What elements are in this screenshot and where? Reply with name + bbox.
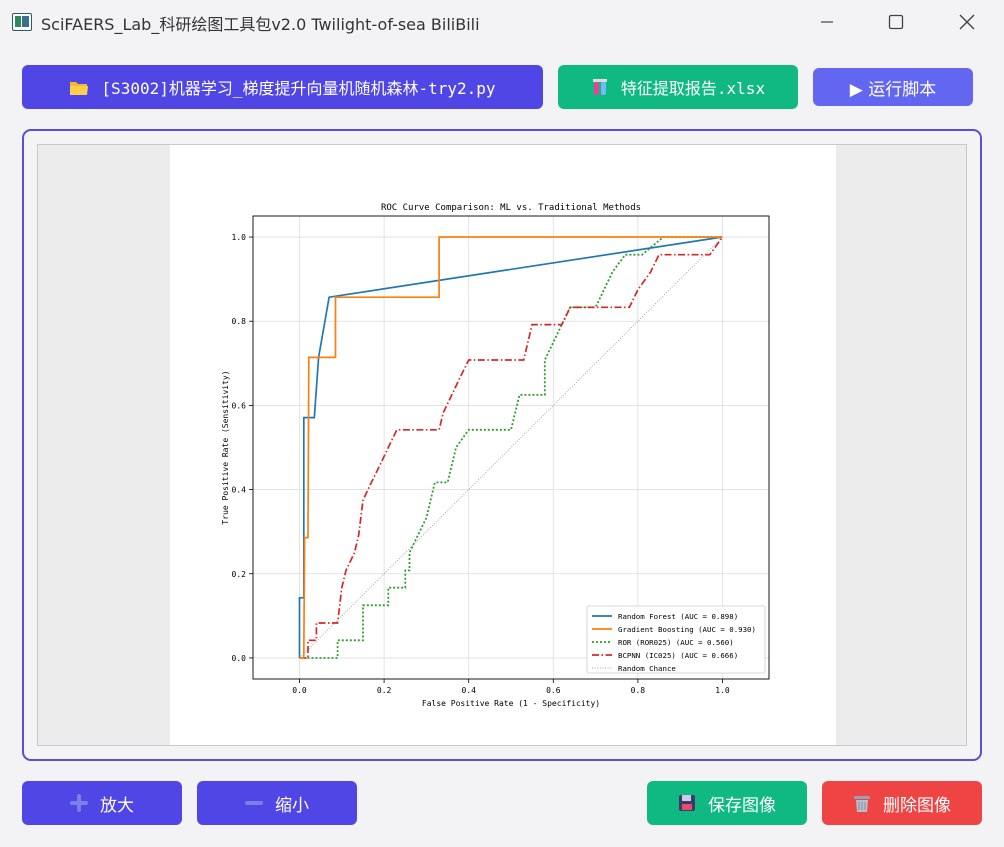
series-line — [299, 236, 723, 659]
legend-label: ROR (ROR025) (AUC = 0.560) — [618, 638, 734, 647]
save-image-button[interactable]: 保存图像 — [647, 781, 807, 825]
run-script-button[interactable]: ▶ 运行脚本 — [813, 68, 973, 106]
chart-title: ROC Curve Comparison: ML vs. Traditional… — [381, 203, 641, 213]
legend-label: Random Forest (AUC = 0.898) — [618, 612, 738, 621]
y-tick-label: 0.4 — [232, 486, 247, 495]
y-axis-label: True Positive Rate (Sensitivity) — [221, 370, 230, 524]
y-tick-label: 0.6 — [232, 401, 247, 410]
y-tick-label: 0.8 — [232, 317, 247, 326]
excel-file-button[interactable]: 特征提取报告.xlsx — [558, 65, 798, 109]
x-tick-label: 0.0 — [292, 686, 307, 695]
legend-label: BCPNN (IC025) (AUC = 0.666) — [618, 651, 738, 660]
maximize-button[interactable] — [873, 0, 919, 44]
zoom-out-label: 缩小 — [275, 795, 309, 816]
legend-label: Gradient Boosting (AUC = 0.930) — [618, 625, 756, 634]
delete-image-button[interactable]: 删除图像 — [822, 781, 982, 825]
series-line — [299, 236, 724, 659]
x-tick-label: 0.2 — [377, 686, 392, 695]
series-line — [299, 236, 723, 659]
excel-file-label: 特征提取报告.xlsx — [620, 79, 766, 98]
close-button[interactable] — [944, 0, 990, 44]
minimize-button[interactable] — [804, 0, 850, 44]
zoom-in-button[interactable]: 放大 — [22, 781, 182, 825]
test-tube-icon — [591, 77, 609, 97]
save-image-label: 保存图像 — [708, 795, 776, 816]
plus-icon — [70, 794, 88, 812]
plot-canvas: 0.0 0.2 0.4 0.6 0.8 1.0 0.0 0.2 0.4 0.6 0.8 1.0 ROC … — [170, 145, 836, 745]
x-tick-label: 0.6 — [546, 686, 561, 695]
run-script-label: ▶ 运行脚本 — [849, 79, 937, 100]
close-icon — [959, 14, 975, 30]
script-file-label: [S3002]机器学习_梯度提升向量机随机森林-try2.py — [101, 79, 496, 98]
y-tick-label: 1.0 — [232, 233, 247, 242]
legend-label: Random Chance — [618, 664, 676, 673]
minimize-icon — [821, 21, 833, 23]
plot-frame — [252, 215, 770, 680]
x-tick-label: 0.8 — [631, 686, 646, 695]
image-viewer[interactable]: 0.0 0.2 0.4 0.6 0.8 1.0 0.0 0.2 0.4 0.6 0.8 1.0 ROC … — [37, 144, 967, 746]
script-file-button[interactable]: [S3002]机器学习_梯度提升向量机随机森林-try2.py — [22, 65, 543, 109]
roc-chart: 0.0 0.2 0.4 0.6 0.8 1.0 0.0 0.2 0.4 0.6 0.8 1.0 ROC … — [221, 203, 770, 708]
legend-box — [586, 605, 766, 674]
title-bar: SciFAERS_Lab_科研绘图工具包v2.0 Twilight-of-sea… — [0, 0, 1004, 44]
trash-icon — [853, 794, 871, 813]
app-icon — [12, 13, 32, 31]
window-title: SciFAERS_Lab_科研绘图工具包v2.0 Twilight-of-sea… — [41, 15, 480, 34]
minus-icon — [245, 794, 263, 812]
y-tick-label: 0.2 — [232, 570, 247, 579]
y-tick-label: 0.0 — [232, 654, 247, 663]
zoom-out-button[interactable]: 缩小 — [197, 781, 357, 825]
zoom-in-label: 放大 — [100, 795, 134, 816]
plot-area — [253, 216, 769, 679]
floppy-disk-icon — [678, 794, 696, 812]
x-tick-label: 1.0 — [715, 686, 730, 695]
folder-icon — [69, 79, 89, 96]
x-tick-label: 0.4 — [461, 686, 476, 695]
series-line — [299, 236, 723, 659]
maximize-icon — [888, 14, 904, 30]
x-axis-label: False Positive Rate (1 - Specificity) — [422, 699, 600, 708]
delete-image-label: 删除图像 — [883, 795, 951, 816]
